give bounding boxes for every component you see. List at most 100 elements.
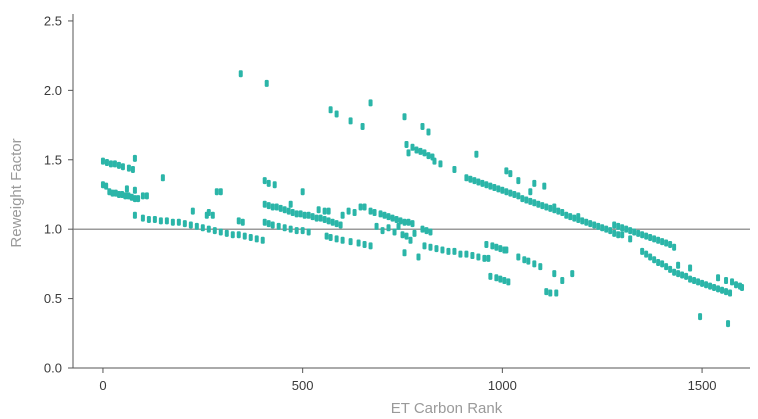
data-point	[338, 221, 343, 229]
data-point	[104, 159, 109, 167]
data-point	[620, 231, 625, 239]
data-point	[712, 283, 717, 291]
data-point	[392, 228, 397, 236]
data-point	[548, 204, 553, 212]
data-point	[580, 217, 585, 225]
data-point	[334, 110, 339, 118]
data-point	[616, 222, 621, 230]
data-point	[536, 200, 541, 208]
data-point	[206, 225, 211, 233]
data-point	[432, 157, 437, 165]
data-point	[556, 207, 561, 215]
data-point	[270, 203, 275, 211]
data-points	[100, 70, 745, 328]
data-point	[522, 256, 527, 264]
data-point	[402, 218, 407, 226]
data-point	[160, 174, 165, 182]
data-point	[406, 149, 411, 157]
data-point	[648, 234, 653, 242]
data-point	[422, 242, 427, 250]
data-point	[310, 213, 315, 221]
data-point	[108, 160, 113, 168]
data-point	[640, 231, 645, 239]
data-point	[406, 218, 411, 226]
data-point	[322, 215, 327, 223]
data-point	[242, 232, 247, 240]
data-point	[660, 260, 665, 268]
data-point	[100, 157, 105, 165]
data-point	[560, 209, 565, 217]
data-point	[716, 274, 721, 282]
data-point	[516, 177, 521, 185]
data-point	[414, 146, 419, 154]
data-point	[132, 154, 137, 162]
data-point	[532, 179, 537, 187]
data-point	[656, 236, 661, 244]
data-point	[316, 206, 321, 214]
data-point	[568, 213, 573, 221]
data-point	[348, 238, 353, 246]
data-point	[664, 263, 669, 271]
data-point	[608, 227, 613, 235]
data-point	[286, 207, 291, 215]
data-point	[266, 202, 271, 210]
data-point	[428, 243, 433, 251]
data-point	[318, 214, 323, 222]
data-point	[488, 272, 493, 280]
data-point	[372, 209, 377, 217]
data-point	[294, 227, 299, 235]
data-point	[194, 222, 199, 230]
y-tick-label: 2.0	[44, 83, 62, 98]
data-point	[426, 128, 431, 136]
data-point	[720, 286, 725, 294]
data-point	[218, 228, 223, 236]
data-point	[684, 272, 689, 280]
data-point	[472, 177, 477, 185]
data-point	[356, 239, 361, 247]
data-point	[540, 202, 545, 210]
data-point	[328, 106, 333, 114]
data-point	[129, 193, 134, 201]
data-point	[628, 235, 633, 243]
data-point	[476, 253, 481, 261]
data-point	[170, 218, 175, 226]
data-point	[680, 271, 685, 279]
data-point	[688, 275, 693, 283]
data-point	[112, 160, 117, 168]
data-point	[132, 195, 137, 203]
data-point	[648, 253, 653, 261]
data-point	[158, 217, 163, 225]
data-point	[494, 274, 499, 282]
data-point	[404, 140, 409, 148]
data-point	[380, 227, 385, 235]
data-point	[348, 117, 353, 125]
data-point	[668, 265, 673, 273]
data-point	[438, 160, 443, 168]
data-point	[270, 221, 275, 229]
data-point	[488, 182, 493, 190]
data-point	[110, 189, 115, 197]
data-point	[504, 188, 509, 196]
data-point	[340, 211, 345, 219]
data-point	[146, 215, 151, 223]
data-point	[132, 186, 137, 194]
data-point	[224, 229, 229, 237]
data-point	[426, 152, 431, 160]
data-point	[716, 285, 721, 293]
data-point	[532, 199, 537, 207]
data-point	[266, 179, 271, 187]
data-point	[132, 211, 137, 219]
data-point	[734, 281, 739, 289]
data-point	[240, 218, 245, 226]
data-point	[324, 232, 329, 240]
data-point	[572, 214, 577, 222]
data-point	[504, 246, 509, 254]
data-point	[264, 79, 269, 87]
data-point	[368, 99, 373, 107]
data-point	[512, 190, 517, 198]
data-point	[526, 257, 531, 265]
data-point	[300, 188, 305, 196]
data-point	[484, 240, 489, 248]
y-tick-label: 0.5	[44, 291, 62, 306]
data-point	[200, 224, 205, 232]
